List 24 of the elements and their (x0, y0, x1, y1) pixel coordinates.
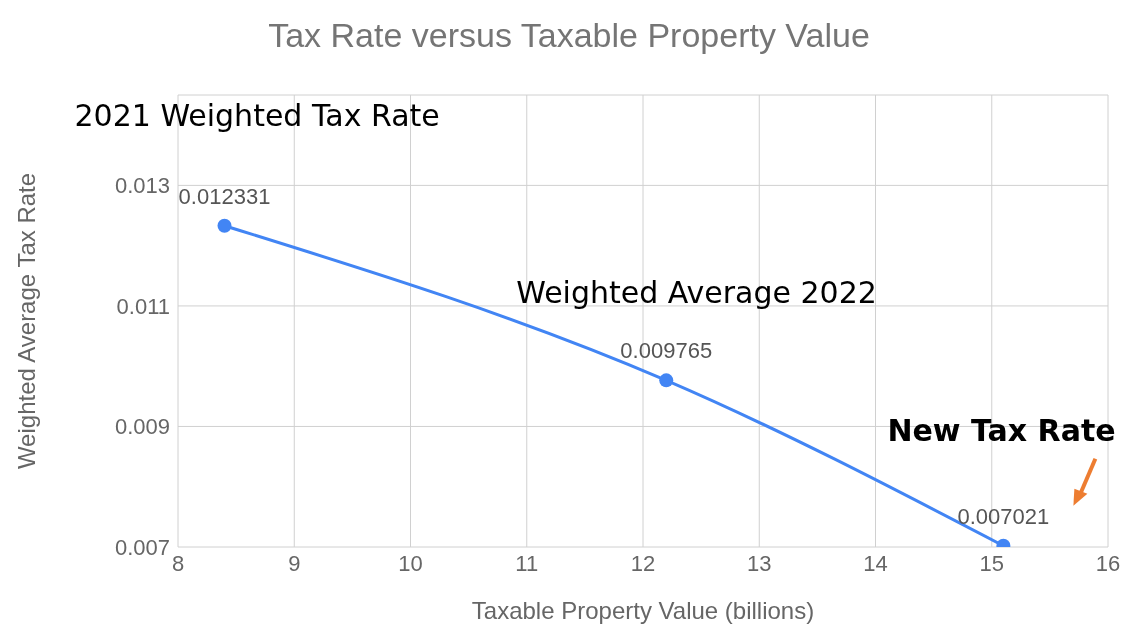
data-label: 0.012331 (178, 183, 271, 209)
annotation: Weighted Average 2022 (516, 275, 877, 311)
y-axis-title: Weighted Average Tax Rate (12, 172, 40, 470)
x-tick-label: 11 (515, 550, 539, 576)
chart-title: Tax Rate versus Taxable Property Value (267, 16, 871, 55)
data-label: 0.009765 (620, 338, 713, 364)
y-tick-label: 0.013 (114, 173, 170, 199)
data-label: 0.007021 (957, 503, 1050, 529)
point (217, 218, 232, 233)
y-tick-label: 0.009 (114, 414, 170, 440)
x-tick-label: 9 (288, 550, 301, 576)
y-tick-label: 0.011 (116, 293, 170, 319)
x-tick-label: 12 (630, 550, 656, 576)
x-tick-label: 8 (171, 550, 185, 576)
x-tick-label: 14 (863, 550, 888, 576)
x-tick-label: 16 (1095, 550, 1121, 576)
annotation: 2021 Weighted Tax Rate (74, 97, 440, 133)
point (659, 373, 674, 388)
y-tick-label: 0.007 (114, 534, 170, 560)
x-axis-title: Taxable Property Value (billions) (471, 597, 815, 624)
x-tick-label: 10 (398, 550, 423, 576)
x-tick-label: 13 (747, 550, 772, 576)
x-tick-label: 15 (979, 550, 1004, 576)
annotation: New Tax Rate (887, 412, 1116, 448)
